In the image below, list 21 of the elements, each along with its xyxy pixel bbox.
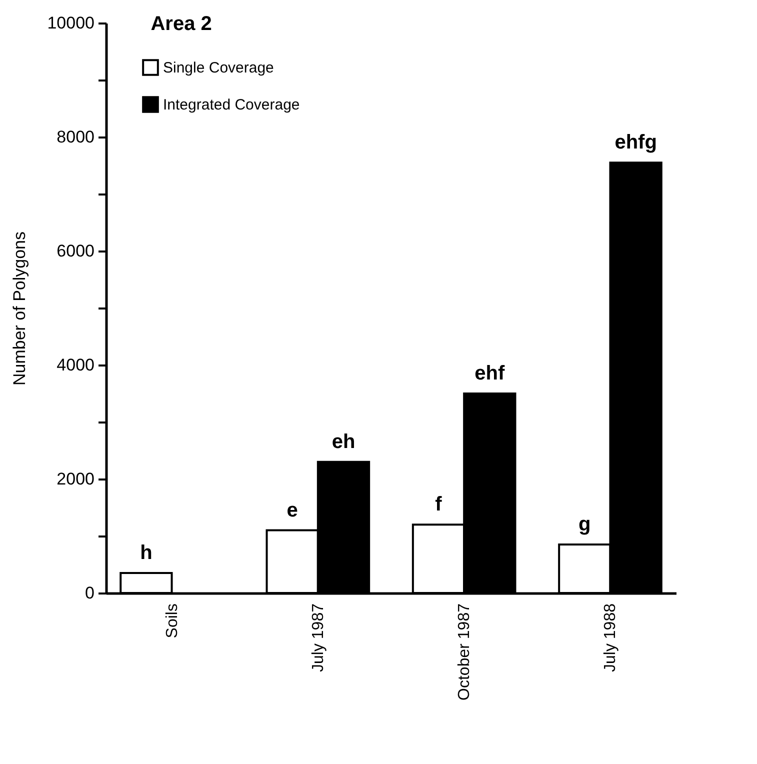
data-label: f	[435, 494, 442, 516]
legend-label: Single Coverage	[163, 60, 274, 76]
y-tick-label: 4000	[56, 356, 94, 374]
x-tick-label: July 1988	[602, 603, 620, 672]
y-axis-title: Number of Polygons	[10, 231, 30, 386]
data-label: h	[140, 542, 152, 564]
y-tick-label: 2000	[56, 470, 94, 488]
data-label: eh	[332, 430, 356, 453]
x-tick-label: Soils	[164, 604, 181, 638]
y-tick-label: 0	[85, 584, 94, 602]
y-tick-label: 10000	[47, 14, 94, 32]
data-label: ehf	[474, 362, 505, 384]
data-label: ehfg	[614, 132, 657, 154]
chart-title: Area 2	[150, 13, 212, 35]
y-tick-label: 6000	[56, 242, 94, 260]
data-label: e	[286, 499, 298, 522]
y-tick-label: 8000	[56, 128, 94, 146]
x-tick-label: October 1987	[456, 603, 474, 700]
x-tick-label: July 1987	[310, 603, 327, 672]
legend-label: Integrated Coverage	[163, 96, 300, 114]
data-label: g	[578, 514, 591, 536]
